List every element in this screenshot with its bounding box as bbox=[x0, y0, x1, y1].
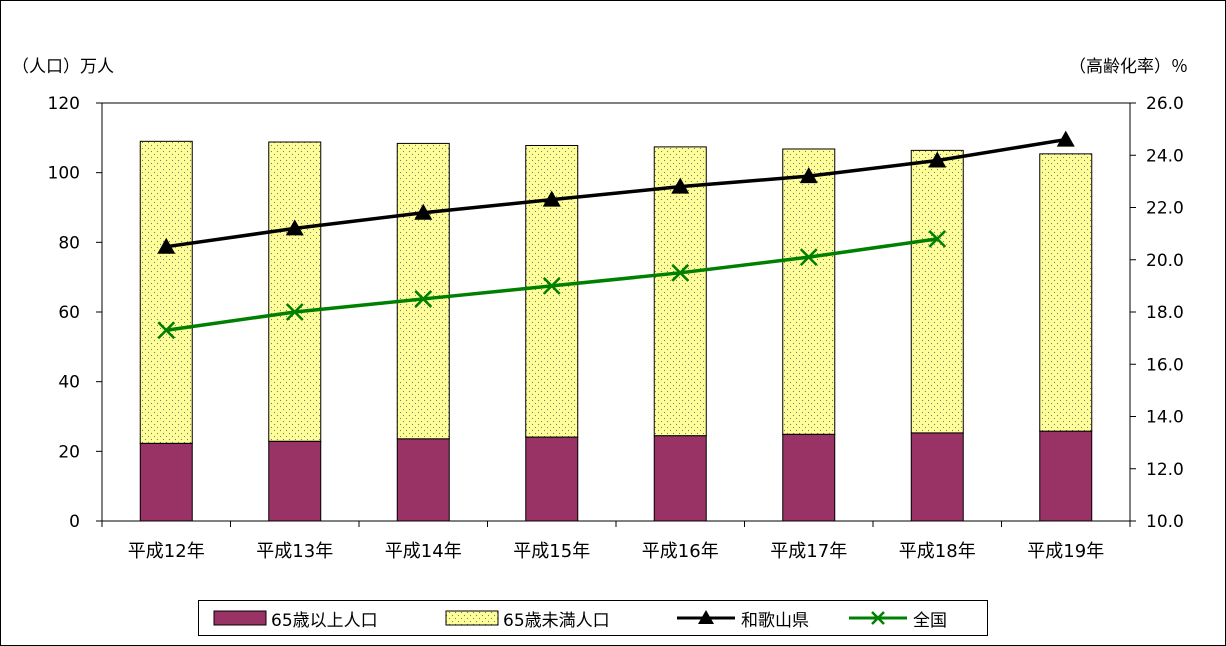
legend-swatch-wakayama bbox=[677, 610, 735, 624]
point-national bbox=[157, 321, 176, 340]
legend-swatch-65plus bbox=[213, 610, 267, 626]
point-wakayama bbox=[285, 219, 304, 236]
point-national bbox=[799, 248, 818, 267]
legend-swatch-national bbox=[849, 611, 907, 625]
y-right-tick-label: 26.0 bbox=[1146, 94, 1184, 114]
y-axis-left-label: （人口）万人 bbox=[12, 57, 114, 77]
bar-65plus bbox=[139, 442, 193, 522]
y-right-tick-label: 10.0 bbox=[1146, 512, 1184, 532]
bar-under65 bbox=[653, 146, 707, 437]
y-right-tick-label: 22.0 bbox=[1146, 199, 1184, 219]
x-tick-label: 平成19年 bbox=[1027, 541, 1104, 562]
y-right-tick-label: 12.0 bbox=[1146, 460, 1184, 480]
point-wakayama bbox=[542, 190, 561, 207]
x-tick-label: 平成18年 bbox=[899, 541, 976, 562]
point-wakayama bbox=[671, 177, 690, 194]
bar-under65 bbox=[782, 148, 836, 435]
point-national bbox=[542, 276, 561, 295]
point-national bbox=[414, 290, 433, 308]
bar-65plus bbox=[910, 432, 964, 522]
point-wakayama bbox=[1056, 130, 1075, 147]
line-wakayama bbox=[166, 137, 1067, 249]
x-tick-label: 平成15年 bbox=[513, 541, 590, 562]
y-left-tick-label: 60 bbox=[58, 303, 80, 323]
y-left-tick-label: 40 bbox=[58, 373, 80, 393]
x-tick-label: 平成17年 bbox=[770, 541, 847, 562]
point-wakayama bbox=[414, 203, 433, 220]
point-national bbox=[671, 263, 690, 282]
point-national bbox=[928, 229, 947, 248]
bar-65plus bbox=[525, 436, 579, 522]
y-right-tick-label: 16.0 bbox=[1146, 355, 1184, 375]
y-right-tick-label: 14.0 bbox=[1146, 408, 1184, 428]
legend-item-wakayama: 和歌山県 bbox=[675, 601, 809, 635]
point-wakayama bbox=[928, 151, 947, 168]
bar-65plus bbox=[653, 435, 707, 522]
x-tick-label: 平成12年 bbox=[128, 541, 205, 562]
bar-under65 bbox=[268, 141, 322, 442]
x-tick-label: 平成13年 bbox=[256, 541, 333, 562]
bar-65plus bbox=[396, 438, 450, 522]
y-left-tick-label: 80 bbox=[58, 233, 80, 253]
legend-label-national: 全国 bbox=[913, 610, 947, 631]
point-wakayama bbox=[799, 167, 818, 184]
bar-under65 bbox=[139, 140, 193, 444]
legend-label-65plus: 65歳以上人口 bbox=[271, 610, 378, 631]
y-right-tick-label: 20.0 bbox=[1146, 251, 1184, 271]
legend-item-65plus: 65歳以上人口 bbox=[213, 601, 378, 635]
bar-under65 bbox=[525, 144, 579, 438]
bar-65plus bbox=[1039, 430, 1093, 522]
y-left-tick-label: 100 bbox=[48, 164, 80, 184]
legend-swatch-under65 bbox=[445, 610, 499, 626]
y-axis-right-label: （高齢化率）％ bbox=[1069, 57, 1188, 77]
legend-label-wakayama: 和歌山県 bbox=[741, 610, 809, 631]
bar-under65 bbox=[1039, 153, 1093, 432]
combo-chart: 0 20 40 60 80 100 120 10.0 12.0 14.0 16.0 18.0 20.0 2… bbox=[48, 94, 1184, 562]
bar-65plus bbox=[268, 440, 322, 522]
y-right-tick-label: 24.0 bbox=[1146, 146, 1184, 166]
legend: 65歳以上人口 65歳未満人口 和歌山県 全国 bbox=[198, 600, 988, 636]
legend-item-under65: 65歳未満人口 bbox=[445, 601, 610, 635]
bar-under65 bbox=[910, 149, 964, 434]
y-left-tick-label: 0 bbox=[69, 512, 80, 532]
bar-65plus bbox=[782, 433, 836, 522]
legend-item-national: 全国 bbox=[847, 601, 947, 635]
x-tick-label: 平成16年 bbox=[642, 541, 719, 562]
point-wakayama bbox=[157, 237, 176, 254]
point-national bbox=[285, 303, 304, 321]
x-tick-label: 平成14年 bbox=[385, 541, 462, 562]
legend-label-under65: 65歳未満人口 bbox=[503, 610, 610, 631]
bar-under65 bbox=[396, 142, 450, 440]
y-left-tick-label: 120 bbox=[48, 94, 80, 114]
y-right-tick-label: 18.0 bbox=[1146, 303, 1184, 323]
y-left-tick-label: 20 bbox=[58, 442, 80, 462]
